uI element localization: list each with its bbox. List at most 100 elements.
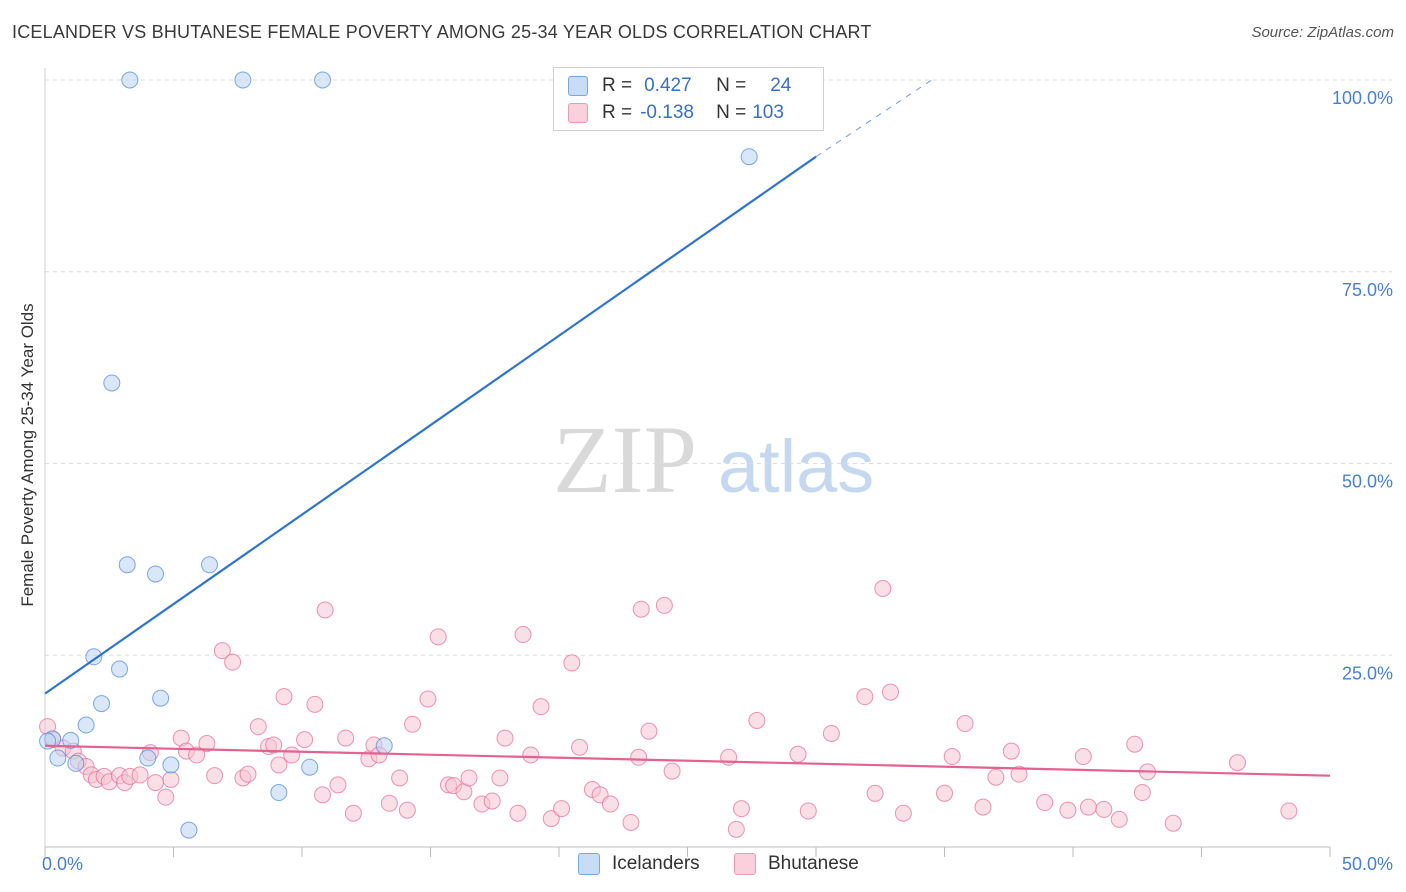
bhutanese-point: [799, 802, 817, 820]
icelander-point: [301, 758, 319, 776]
bhutanese-point: [460, 769, 478, 787]
bhutanese-point: [936, 784, 953, 802]
y-tick-label: 25.0%: [1342, 663, 1393, 683]
bhutanese-point: [188, 746, 206, 764]
bhutanese-point: [306, 695, 324, 713]
bhutanese-point: [380, 794, 398, 812]
icelander-point: [111, 660, 129, 678]
bhutanese-point: [329, 776, 347, 794]
n-label: N =: [716, 102, 747, 123]
icelander-point: [234, 71, 252, 89]
chart-title: ICELANDER VS BHUTANESE FEMALE POVERTY AM…: [12, 22, 872, 42]
bhutanese-point: [213, 642, 231, 660]
icelanders-swatch: [568, 76, 588, 96]
bhutanese-point: [732, 800, 750, 818]
bhutanese-swatch: [568, 103, 588, 123]
bhutanese-point: [542, 810, 560, 828]
bhutanese-point: [275, 688, 293, 706]
bhutanese-point: [1010, 765, 1028, 783]
bhutanese-point: [314, 786, 332, 804]
bhutanese-point: [622, 813, 640, 831]
bhutanese-point: [640, 722, 658, 740]
bhutanese-point: [522, 746, 540, 764]
bhutanese-point: [553, 800, 571, 818]
legend-row-icelanders: R = 0.427 N = 24: [568, 73, 791, 99]
bhutanese-point: [316, 601, 334, 619]
bhutanese-point: [956, 715, 974, 733]
icelander-point: [147, 565, 165, 583]
bhutanese-point: [147, 774, 165, 792]
icelander-point: [152, 689, 170, 707]
r-label: R =: [602, 75, 633, 96]
bhutanese-point: [491, 769, 509, 787]
icelander-point: [67, 754, 85, 772]
bhutanese-point: [1126, 735, 1144, 753]
bhutanese-point: [509, 804, 527, 822]
r-value: 0.427: [644, 75, 692, 96]
bhutanese-point: [270, 756, 288, 774]
bhutanese-point: [131, 766, 149, 784]
icelander-point: [62, 731, 80, 749]
icelander-point: [118, 556, 136, 574]
n-label: N =: [716, 75, 747, 96]
icelander-point: [180, 821, 198, 839]
bhutanese-point: [391, 769, 409, 787]
bhutanese-point: [987, 768, 1005, 786]
x-tick-label: 0.0%: [42, 854, 83, 874]
bhutanese-trend-line: [44, 744, 1331, 777]
legend-item-icelanders: Icelanders: [578, 852, 700, 876]
icelander-point: [162, 756, 180, 774]
bhutanese-point: [866, 784, 884, 802]
bhutanese-point: [748, 711, 766, 729]
bhutanese-point: [224, 653, 242, 671]
bhutanese-point: [894, 804, 912, 822]
y-tick-label: 75.0%: [1342, 280, 1393, 300]
bhutanese-point: [1280, 802, 1298, 820]
bhutanese-point: [663, 762, 681, 780]
bhutanese-point: [283, 746, 301, 764]
bhutanese-point: [655, 596, 673, 614]
icelander-trend-extension: [815, 79, 932, 158]
bhutanese-point: [601, 795, 619, 813]
bhutanese-point: [874, 580, 892, 598]
y-tick-label: 50.0%: [1342, 472, 1393, 492]
bhutanese-legend-swatch: [734, 853, 756, 875]
bhutanese-point: [1095, 800, 1113, 818]
bhutanese-point: [1110, 810, 1128, 828]
icelander-point: [270, 784, 288, 802]
icelander-point: [77, 716, 95, 734]
bhutanese-point: [532, 698, 550, 716]
bhutanese-point: [1059, 801, 1077, 819]
correlation-legend: R = 0.427 N = 24 R = -0.138 N = 103: [553, 67, 824, 131]
bhutanese-point: [344, 804, 362, 822]
icelander-points: [39, 71, 758, 839]
trend-lines: [44, 79, 1331, 777]
source-label: Source: ZipAtlas.com: [1251, 24, 1394, 41]
bhutanese-point: [404, 715, 422, 733]
legend-item-bhutanese: Bhutanese: [734, 852, 859, 876]
bhutanese-point: [483, 792, 501, 810]
bhutanese-point: [974, 798, 992, 816]
bhutanese-point: [727, 820, 745, 838]
grid-lines: [45, 79, 1392, 656]
icelander-point: [93, 695, 111, 713]
icelander-point: [375, 737, 393, 755]
icelanders-legend-label: Icelanders: [612, 853, 700, 874]
bhutanese-point: [157, 788, 175, 806]
bhutanese-point: [856, 688, 874, 706]
icelanders-legend-swatch: [578, 853, 600, 875]
bhutanese-point: [265, 736, 283, 754]
bhutanese-point: [1133, 784, 1151, 802]
bhutanese-point: [630, 748, 648, 766]
icelander-point: [85, 648, 103, 666]
bhutanese-points: [39, 580, 1298, 838]
bhutanese-point: [563, 654, 581, 672]
bhutanese-point: [882, 683, 900, 701]
icelander-point: [200, 556, 218, 574]
bhutanese-point: [419, 690, 437, 708]
bhutanese-point: [1074, 747, 1092, 765]
bhutanese-point: [1164, 814, 1182, 832]
bhutanese-point: [296, 731, 314, 749]
bhutanese-point: [249, 718, 267, 736]
